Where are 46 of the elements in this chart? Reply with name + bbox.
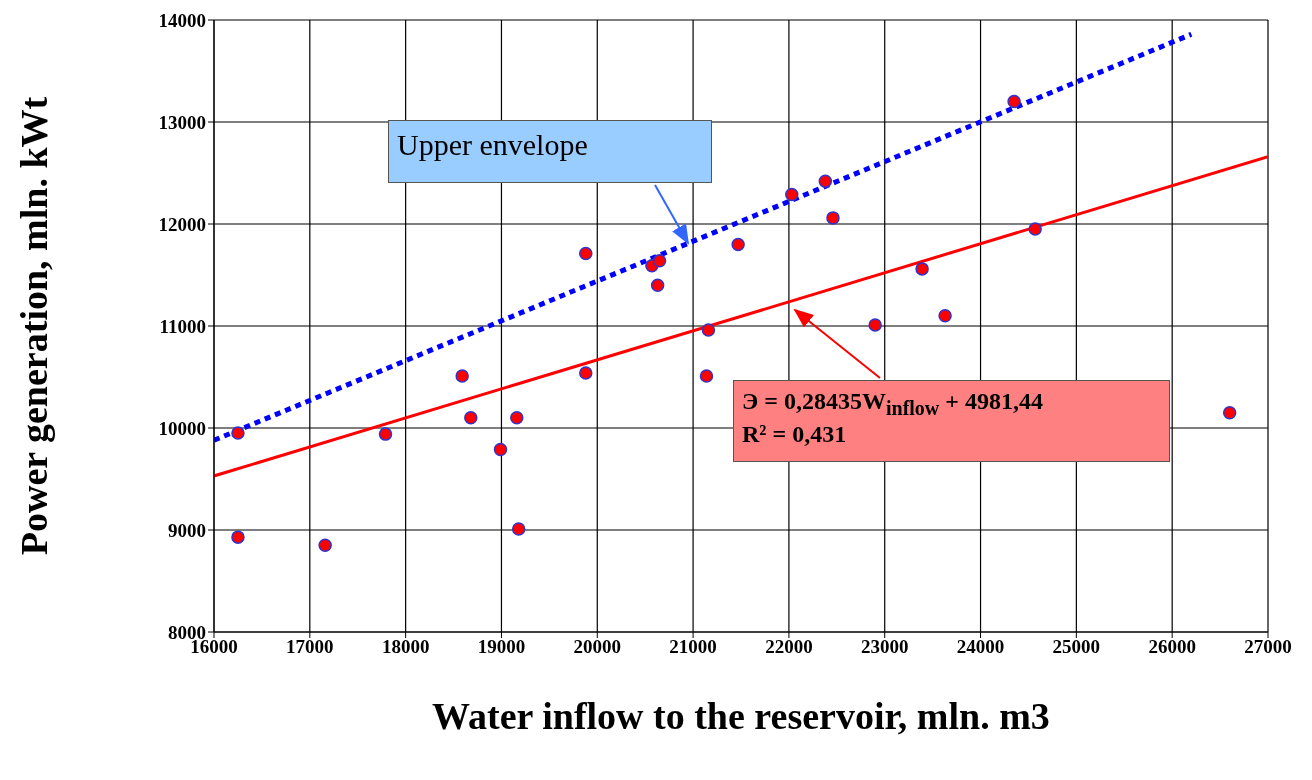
point [511,522,526,536]
y-tick-label: 9000 [168,519,206,541]
x-tick-label: 20000 [573,636,622,658]
x-tick-label: 19000 [477,636,526,658]
point [231,426,245,440]
point [455,369,469,383]
point [731,237,745,252]
point [868,318,882,332]
point [652,253,667,268]
callout-box: Upper envelope [388,120,712,183]
y-tick-label: 14000 [158,9,206,31]
y-tick-label: 11000 [159,315,206,337]
point [231,530,245,544]
x-tick-label: 24000 [956,636,1005,658]
point [938,309,952,323]
point [510,411,524,425]
y-tick-label: 13000 [158,111,206,133]
x-tick-label: 27000 [1244,636,1292,658]
point [579,366,593,380]
x-tick-label: 17000 [286,636,334,658]
point [701,323,716,337]
point [493,442,508,457]
y-axis-title: Power generation, mln. kWt [13,96,56,556]
point [915,262,929,276]
y-tick-label: 10000 [158,417,206,439]
point [318,538,332,553]
callout-box: Э = 0,28435W$_{inflow}$ + 4981,44 R² = 0,431 [733,380,1170,462]
x-tick-label: 25000 [1052,636,1101,658]
y-tick-label: 12000 [158,213,206,235]
x-tick-label: 23000 [860,636,909,658]
point [785,187,799,202]
point [826,211,840,225]
x-tick-label: 18000 [381,636,430,658]
point [650,278,665,292]
x-tick-label: 22000 [765,636,813,658]
point [1028,222,1042,236]
point [1222,405,1237,420]
point [1007,94,1021,109]
point [699,369,714,383]
x-tick-label: 21000 [669,636,717,658]
point [464,411,478,425]
x-axis-title: Water inflow to the reservoir, mln. m3 [432,694,1050,737]
point [579,246,593,261]
point [818,174,833,188]
point [378,427,393,441]
x-tick-label: 26000 [1148,636,1196,658]
